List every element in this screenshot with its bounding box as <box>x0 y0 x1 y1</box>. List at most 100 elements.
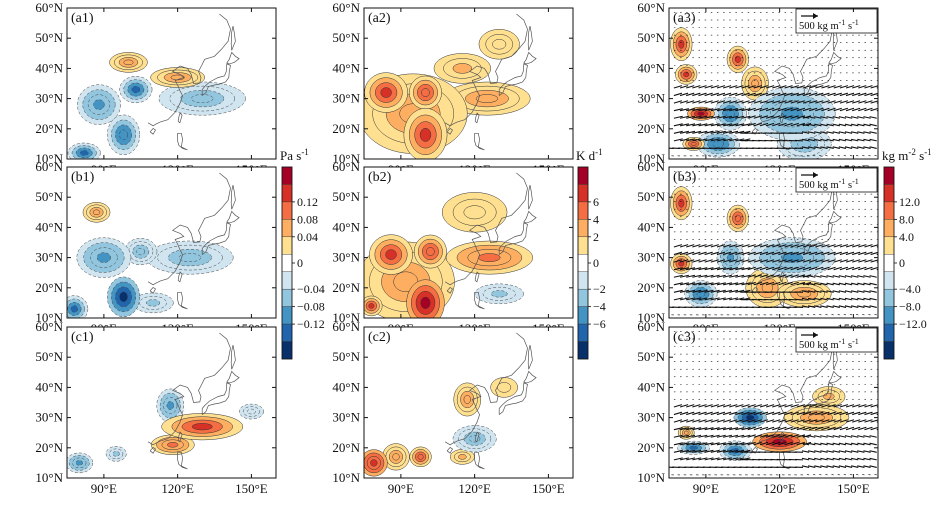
colorbar-swatch <box>883 341 895 360</box>
vector <box>827 419 836 423</box>
vector <box>778 419 787 423</box>
vector <box>698 123 708 127</box>
vector <box>863 442 871 446</box>
vector <box>692 138 702 142</box>
contour-level <box>734 214 741 222</box>
vector <box>784 426 793 431</box>
vector <box>747 419 756 423</box>
contour-level <box>166 401 174 410</box>
vector <box>845 107 855 112</box>
vector <box>832 290 841 293</box>
vector <box>765 426 775 431</box>
vector <box>807 297 816 301</box>
vector <box>790 251 799 256</box>
vector <box>815 251 824 256</box>
vector <box>844 131 853 134</box>
vector <box>698 115 708 119</box>
coastline-segment <box>474 132 485 151</box>
vector <box>716 434 726 438</box>
vector <box>704 419 713 423</box>
contour-level <box>458 454 467 460</box>
vector <box>784 85 793 89</box>
vector <box>802 419 812 423</box>
vector <box>729 442 739 446</box>
vector <box>747 274 756 278</box>
vector <box>759 251 769 256</box>
lat-tick-label: 60°N <box>35 319 63 334</box>
vector <box>821 100 830 104</box>
vector <box>790 441 799 446</box>
colorbar-tick-label: 0.04 <box>297 230 318 244</box>
vector <box>722 457 733 461</box>
vector <box>722 108 733 112</box>
vector <box>710 123 720 127</box>
vector <box>820 465 828 468</box>
vector <box>851 116 859 119</box>
coastline-segment <box>828 51 842 65</box>
map-frame <box>363 326 574 479</box>
vector <box>796 100 806 104</box>
vector <box>838 457 847 461</box>
contour-level <box>678 198 685 208</box>
reference-arrow-head <box>813 172 818 178</box>
colorbar-tick-label: 0 <box>593 256 599 270</box>
contour-level <box>712 140 724 148</box>
vector <box>765 107 775 112</box>
vector <box>844 138 853 142</box>
vector <box>735 92 744 97</box>
vector <box>802 100 812 104</box>
vector <box>784 244 793 248</box>
vector <box>735 434 745 438</box>
vector <box>673 138 683 142</box>
vector <box>679 138 689 142</box>
vector <box>704 92 713 97</box>
vector <box>729 138 739 142</box>
coastline-segment <box>149 128 156 135</box>
contour-level <box>417 454 424 460</box>
vector <box>821 251 830 256</box>
vector <box>874 155 877 157</box>
vector <box>814 123 822 127</box>
vector <box>729 434 739 438</box>
vector <box>716 457 726 461</box>
contour-level <box>178 253 202 263</box>
vector <box>679 123 689 127</box>
vector <box>778 259 787 263</box>
vector <box>722 419 732 423</box>
coastline-segment <box>498 222 528 255</box>
vector <box>796 244 806 248</box>
vector <box>796 85 806 89</box>
coastline-segment <box>226 370 240 384</box>
vector <box>844 123 853 127</box>
vector <box>820 123 828 127</box>
vector <box>802 122 812 127</box>
vector <box>845 92 855 97</box>
map-frame <box>668 326 879 479</box>
vector <box>673 108 683 112</box>
vector <box>686 85 695 89</box>
vector <box>710 85 719 89</box>
vector <box>815 426 824 431</box>
colorbar-swatch <box>883 271 895 290</box>
contour-level <box>112 451 120 457</box>
vector <box>869 297 877 301</box>
vector <box>857 442 865 446</box>
contour-level <box>678 39 685 49</box>
lon-tick-label: 150°E <box>235 481 268 496</box>
coastline-segment <box>828 210 842 224</box>
flux-vectors <box>669 12 878 157</box>
vector <box>747 426 756 431</box>
vector <box>844 450 853 453</box>
vector <box>826 275 834 278</box>
coastline <box>444 172 537 310</box>
coastline-segment <box>177 451 188 470</box>
vector <box>843 314 847 316</box>
vector <box>692 267 702 271</box>
vector <box>765 411 775 416</box>
vector <box>784 122 793 127</box>
vector <box>821 411 830 416</box>
vector <box>741 282 751 286</box>
vector <box>838 131 847 134</box>
colorbar-tick-label: 8.0 <box>899 212 914 226</box>
vector <box>759 434 769 438</box>
